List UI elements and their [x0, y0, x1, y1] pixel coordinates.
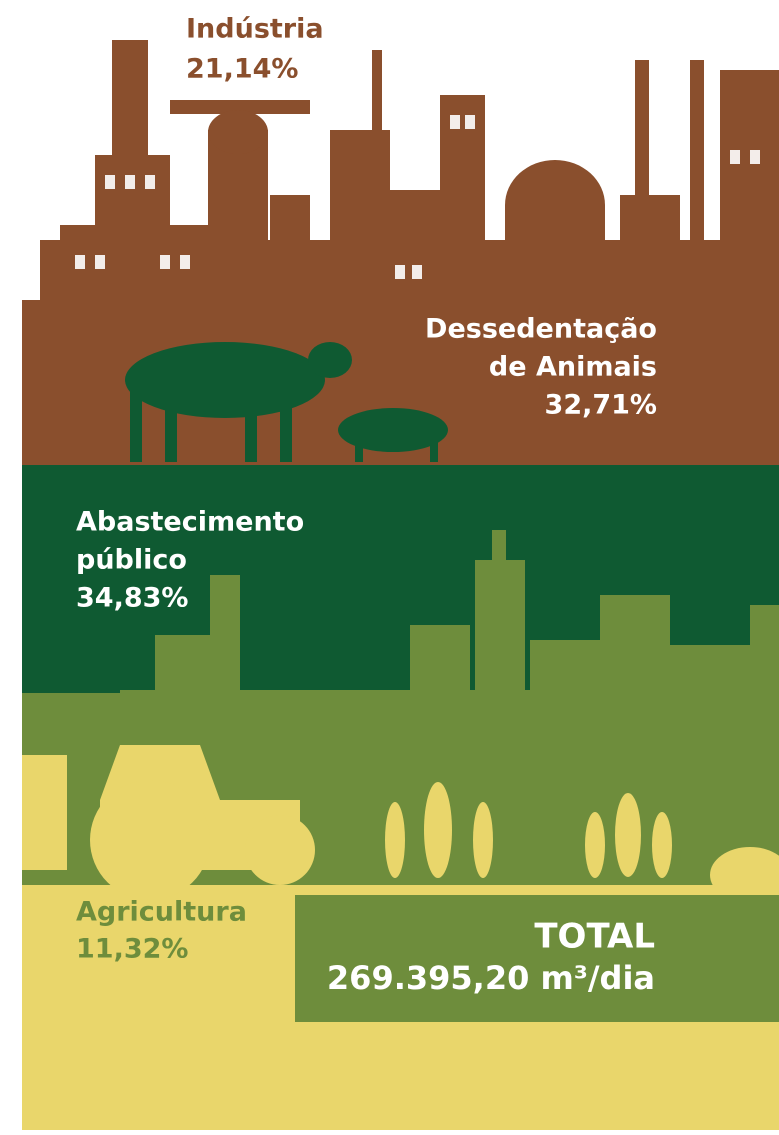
agriculture-label: Agricultura	[76, 897, 247, 928]
total-value: 269.395,20 m³/dia	[327, 959, 655, 997]
animals-share: 32,71%	[545, 390, 657, 421]
agriculture-share: 11,32%	[76, 934, 188, 965]
public-supply-label: público	[76, 545, 187, 576]
total-title: TOTAL	[534, 917, 655, 957]
public-supply-share: 34,83%	[76, 583, 188, 614]
animals-label: de Animais	[489, 352, 657, 383]
animals-label: Dessedentação	[425, 314, 657, 345]
factory-silhouette	[40, 40, 779, 305]
infographic: Indústria 21,14% Dessedentação de Animai…	[0, 0, 779, 1135]
industry-share: 21,14%	[186, 54, 298, 85]
public-supply-label: Abastecimento	[76, 507, 304, 538]
industry-label: Indústria	[186, 14, 324, 45]
